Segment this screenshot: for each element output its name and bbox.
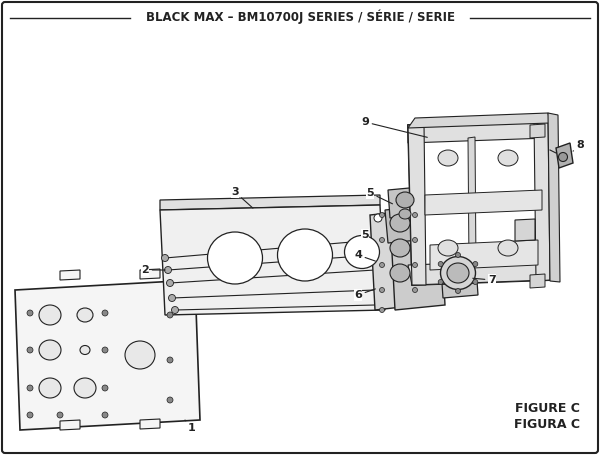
Ellipse shape [380,238,385,243]
Polygon shape [388,187,422,218]
Ellipse shape [455,253,461,258]
Ellipse shape [77,308,93,322]
Polygon shape [160,205,385,315]
Ellipse shape [380,288,385,293]
Ellipse shape [27,385,33,391]
Polygon shape [548,113,560,282]
Ellipse shape [208,232,263,284]
Ellipse shape [102,347,108,353]
Text: 7: 7 [473,275,496,285]
Ellipse shape [390,239,410,257]
Polygon shape [160,195,380,210]
Ellipse shape [438,240,458,256]
Ellipse shape [172,307,179,313]
Ellipse shape [390,214,410,232]
Ellipse shape [102,385,108,391]
Ellipse shape [344,236,380,268]
Ellipse shape [438,262,443,267]
Polygon shape [408,113,550,128]
Text: 6: 6 [354,289,376,300]
Ellipse shape [161,254,169,262]
Ellipse shape [39,378,61,398]
Ellipse shape [455,288,461,293]
Polygon shape [15,280,200,430]
Polygon shape [60,420,80,430]
Ellipse shape [498,150,518,166]
Text: 2: 2 [141,265,165,275]
Polygon shape [60,270,80,280]
Ellipse shape [74,378,96,398]
Ellipse shape [102,310,108,316]
Polygon shape [430,240,538,270]
Ellipse shape [380,308,385,313]
Ellipse shape [413,212,418,217]
Polygon shape [408,124,426,285]
Polygon shape [408,260,548,285]
Ellipse shape [440,257,476,289]
Polygon shape [556,143,573,168]
Ellipse shape [39,340,61,360]
Ellipse shape [80,345,90,354]
Polygon shape [385,207,418,243]
Ellipse shape [413,288,418,293]
Text: FIGURE C: FIGURE C [515,401,580,415]
Polygon shape [440,252,478,298]
Polygon shape [515,219,535,241]
Text: FIGURA C: FIGURA C [514,419,580,431]
Ellipse shape [167,312,173,318]
Polygon shape [425,190,542,215]
Text: 5: 5 [366,188,392,204]
Text: 1: 1 [185,420,196,433]
Polygon shape [140,419,160,429]
Ellipse shape [164,267,172,273]
Text: 9: 9 [361,117,427,137]
Ellipse shape [125,341,155,369]
Polygon shape [408,120,552,285]
Ellipse shape [473,279,478,284]
Ellipse shape [498,240,518,256]
Polygon shape [390,210,445,310]
Ellipse shape [167,357,173,363]
Ellipse shape [277,229,332,281]
Polygon shape [370,210,420,310]
Ellipse shape [559,152,568,162]
Ellipse shape [27,412,33,418]
Ellipse shape [57,412,63,418]
Ellipse shape [413,238,418,243]
Ellipse shape [473,262,478,267]
Ellipse shape [169,294,176,302]
Ellipse shape [167,397,173,403]
Polygon shape [468,137,476,266]
Polygon shape [534,119,550,281]
Ellipse shape [374,214,382,222]
Ellipse shape [396,192,414,208]
Ellipse shape [39,305,61,325]
Ellipse shape [27,310,33,316]
Ellipse shape [102,412,108,418]
Polygon shape [422,135,543,270]
Text: 5: 5 [361,230,369,240]
Ellipse shape [390,264,410,282]
Text: 4: 4 [354,250,376,261]
Polygon shape [530,274,545,288]
Ellipse shape [438,279,443,284]
Polygon shape [140,269,160,279]
Text: 8: 8 [573,140,584,151]
Ellipse shape [380,263,385,268]
Ellipse shape [447,263,469,283]
Ellipse shape [438,150,458,166]
Text: 3: 3 [231,187,253,208]
Text: BLACK MAX – BM10700J SERIES / SÉRIE / SERIE: BLACK MAX – BM10700J SERIES / SÉRIE / SE… [146,10,455,24]
Polygon shape [408,120,548,143]
Ellipse shape [399,209,411,219]
Ellipse shape [167,279,173,287]
Ellipse shape [380,212,385,217]
Polygon shape [530,124,545,138]
Ellipse shape [27,347,33,353]
Ellipse shape [413,263,418,268]
